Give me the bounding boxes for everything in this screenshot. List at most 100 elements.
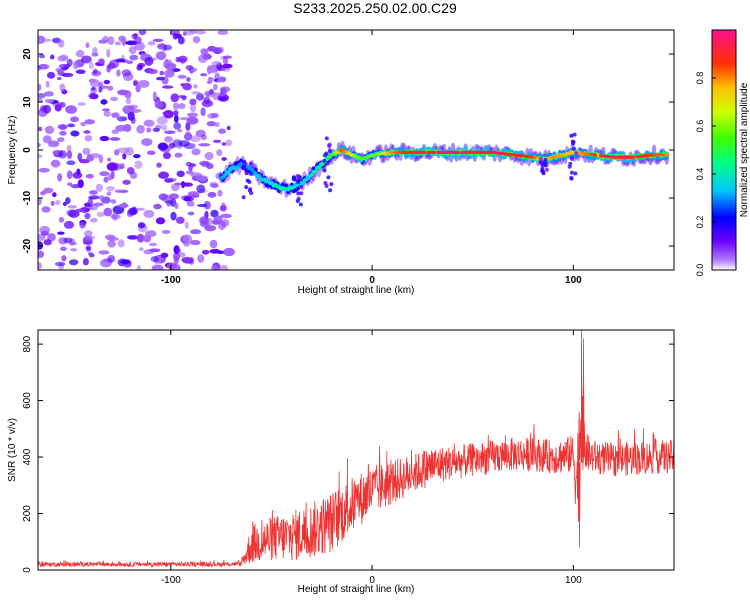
noise-speck <box>170 183 180 192</box>
noise-speck <box>59 246 67 251</box>
noise-speck <box>191 91 201 95</box>
noise-speck <box>70 248 78 252</box>
noise-speck <box>161 124 168 131</box>
noise-speck <box>177 74 187 79</box>
noise-speck <box>207 191 217 198</box>
signal-track-blob <box>304 178 309 181</box>
noise-speck <box>43 239 52 246</box>
noise-speck <box>38 154 43 159</box>
signal-track-blob <box>228 169 233 172</box>
noise-speck <box>107 36 115 45</box>
noise-speck <box>58 150 67 159</box>
noise-speck <box>38 54 46 59</box>
noise-speck <box>56 137 65 142</box>
signal-smear-blob <box>569 156 574 161</box>
noise-speck <box>189 30 198 34</box>
noise-speck <box>219 204 227 212</box>
colorbar-tick-label: 0.0 <box>695 264 705 277</box>
signal-track-blob <box>300 181 305 184</box>
noise-speck <box>38 262 42 270</box>
noise-speck <box>195 93 205 101</box>
noise-speck <box>70 130 80 137</box>
noise-speck <box>88 92 97 100</box>
noise-speck <box>204 152 214 161</box>
noise-speck <box>176 170 185 178</box>
snr-series-line <box>38 330 674 568</box>
colorbar-ticks: 0.0 0.2 0.4 0.6 0.8 <box>695 72 716 277</box>
noise-speck <box>126 167 135 175</box>
noise-speck <box>117 89 129 96</box>
noise-speck <box>221 157 227 161</box>
signal-smear-blob <box>291 175 296 180</box>
noise-speck <box>143 209 155 218</box>
noise-speck <box>75 208 86 213</box>
noise-speck <box>100 99 108 105</box>
noise-speck <box>133 154 141 159</box>
noise-speck <box>38 112 47 116</box>
noise-speck <box>134 41 146 51</box>
snr-axes: -100 0 100 0 200 400 600 800 <box>22 330 674 586</box>
noise-speck <box>163 110 174 119</box>
noise-speck <box>128 46 137 55</box>
noise-speck <box>79 221 86 229</box>
noise-speck <box>89 217 98 223</box>
spectrogram-ytick-label: 10 <box>22 96 33 108</box>
noise-speck <box>114 149 119 156</box>
noise-speck <box>199 160 210 166</box>
noise-speck <box>163 44 173 51</box>
noise-speck <box>98 39 108 44</box>
noise-speck <box>196 203 208 208</box>
noise-speck <box>174 202 179 210</box>
noise-speck <box>143 119 155 127</box>
spectrogram-xtick-label: 100 <box>565 275 582 286</box>
noise-speck <box>38 93 46 99</box>
snr-ylabel: SNR (10 * v/v) <box>7 418 18 482</box>
noise-speck <box>221 142 227 146</box>
noise-speck <box>103 176 109 183</box>
signal-smear-blob <box>298 202 303 207</box>
noise-speck <box>44 91 54 97</box>
noise-speck <box>170 211 177 221</box>
noise-speck <box>107 85 114 91</box>
noise-speck <box>122 116 128 121</box>
noise-speck <box>95 183 104 192</box>
snr-xtick-label: 0 <box>369 575 375 586</box>
noise-speck <box>106 157 112 162</box>
spectrogram-xtick-label: -100 <box>161 275 181 286</box>
noise-speck <box>207 45 217 52</box>
noise-speck <box>66 160 76 166</box>
noise-speck <box>99 135 110 142</box>
signal-smear-blob <box>295 173 300 178</box>
signal-smear-blob <box>544 167 549 172</box>
noise-speck <box>220 67 231 72</box>
noise-speck <box>116 69 121 77</box>
noise-speck <box>152 127 161 132</box>
noise-speck <box>63 237 73 244</box>
signal-smear-blob <box>573 171 578 176</box>
noise-speck <box>173 256 179 265</box>
noise-speck <box>98 154 104 164</box>
noise-speck <box>141 138 153 146</box>
signal-track-blob <box>298 183 304 186</box>
noise-speck <box>193 84 198 89</box>
noise-speck <box>148 68 158 75</box>
noise-speck <box>88 195 101 200</box>
noise-speck <box>157 142 169 151</box>
noise-speck <box>136 64 143 71</box>
noise-speck <box>218 46 224 53</box>
noise-speck <box>61 255 67 262</box>
noise-speck <box>126 235 139 240</box>
signal-peak-blob <box>592 153 598 157</box>
chart-title: S233.2025.250.02.00.C29 <box>293 0 457 16</box>
spectrogram-ytick-label: -10 <box>22 190 33 205</box>
noise-speck <box>50 200 55 206</box>
noise-speck <box>98 86 103 93</box>
noise-speck <box>56 69 64 74</box>
signal-smear-blob <box>322 158 327 163</box>
signal-track-layer <box>218 132 670 207</box>
noise-speck <box>70 116 79 123</box>
colorbar-tick-label: 0.4 <box>695 168 705 181</box>
noise-speck <box>136 124 145 134</box>
noise-speck <box>49 54 55 60</box>
noise-speck <box>88 61 94 70</box>
